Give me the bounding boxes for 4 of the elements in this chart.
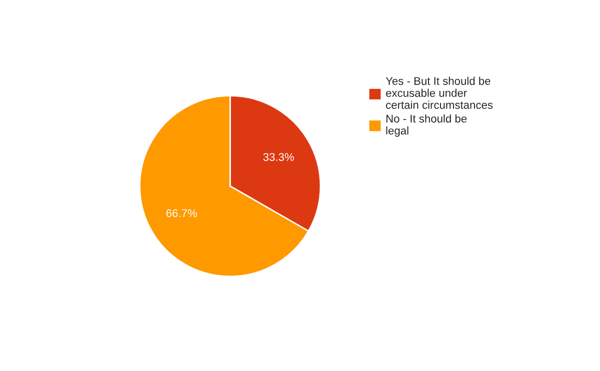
- data-label: 33.3%: [263, 153, 294, 161]
- data-label: 66.7%: [166, 209, 197, 218]
- legend-label: No - It should be legal: [386, 114, 467, 137]
- legend-label: Yes - But It should be excusable under certain circumstances: [386, 76, 493, 109]
